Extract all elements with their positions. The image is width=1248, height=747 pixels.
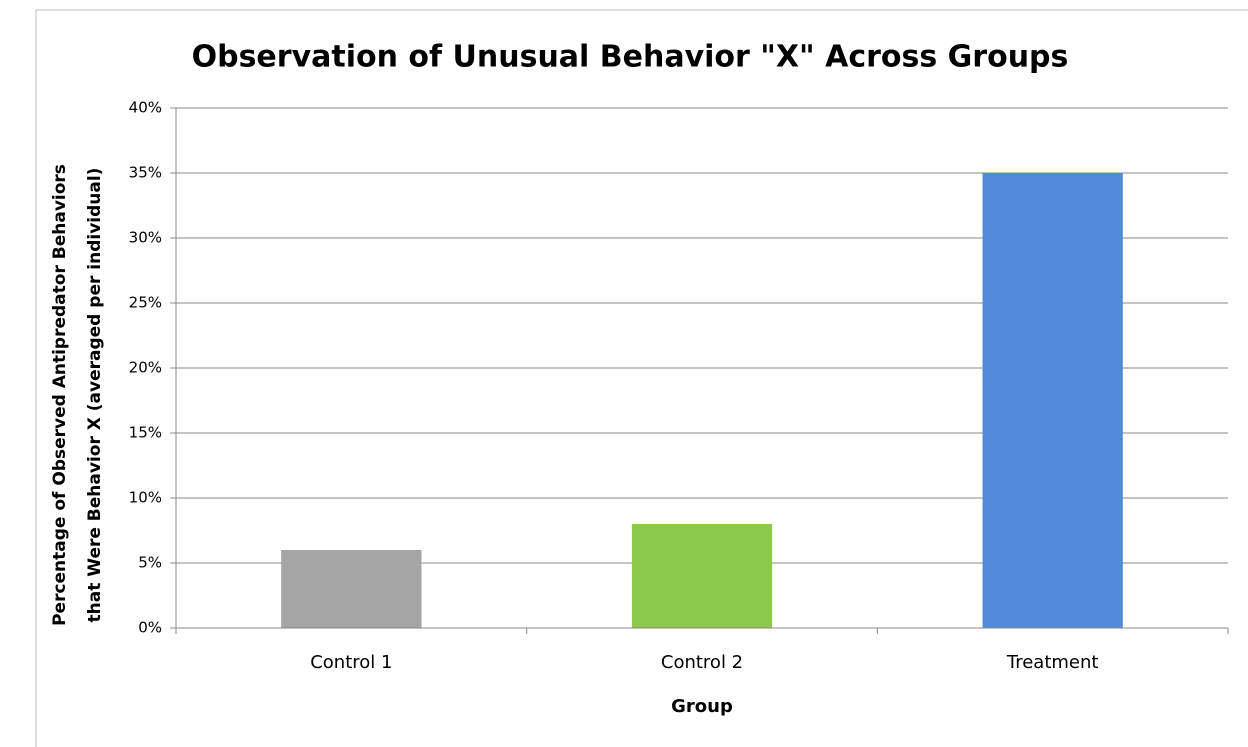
x-tick-label: Treatment bbox=[1006, 652, 1099, 673]
y-tick-label: 30% bbox=[129, 229, 162, 247]
bar bbox=[631, 524, 773, 628]
y-tick-label: 15% bbox=[129, 424, 162, 442]
chart-title: Observation of Unusual Behavior "X" Acro… bbox=[192, 40, 1069, 75]
bar bbox=[281, 550, 422, 628]
bar bbox=[982, 173, 1123, 628]
y-tick-label: 35% bbox=[129, 164, 162, 182]
y-tick-label: 20% bbox=[129, 359, 162, 377]
x-axis-label: Group bbox=[671, 696, 733, 717]
y-tick-label: 25% bbox=[129, 294, 162, 312]
y-axis-label: that Were Behavior X (averaged per indiv… bbox=[85, 168, 105, 623]
y-tick-label: 40% bbox=[129, 99, 162, 117]
y-tick-label: 5% bbox=[138, 554, 162, 572]
x-tick-label: Control 1 bbox=[310, 652, 392, 673]
y-tick-label: 10% bbox=[129, 489, 162, 507]
y-tick-label: 0% bbox=[138, 619, 162, 637]
y-axis-label: Percentage of Observed Antipredator Beha… bbox=[50, 164, 70, 626]
x-tick-label: Control 2 bbox=[661, 652, 743, 673]
